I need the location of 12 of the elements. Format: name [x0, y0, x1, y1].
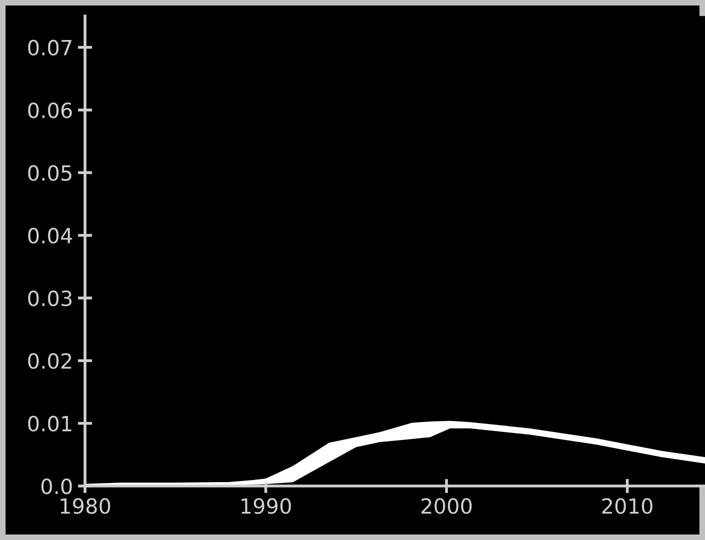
- y-tick-label: 0.0: [41, 478, 72, 494]
- x-tick-label: 2000: [422, 498, 472, 514]
- x-tick-label: 1990: [242, 498, 291, 514]
- y-tick-label: 0.07: [28, 40, 72, 56]
- x-tick-label: 2010: [602, 498, 652, 514]
- x-tick-label: 1980: [60, 498, 110, 514]
- y-tick-label: 0.02: [28, 353, 72, 369]
- y-tick-label: 0.01: [28, 416, 72, 432]
- y-tick-label: 0.04: [28, 228, 72, 244]
- y-tick-label: 0.03: [28, 290, 72, 306]
- y-tick-label: 0.05: [28, 165, 72, 181]
- y-tick-label: 0.06: [28, 102, 72, 118]
